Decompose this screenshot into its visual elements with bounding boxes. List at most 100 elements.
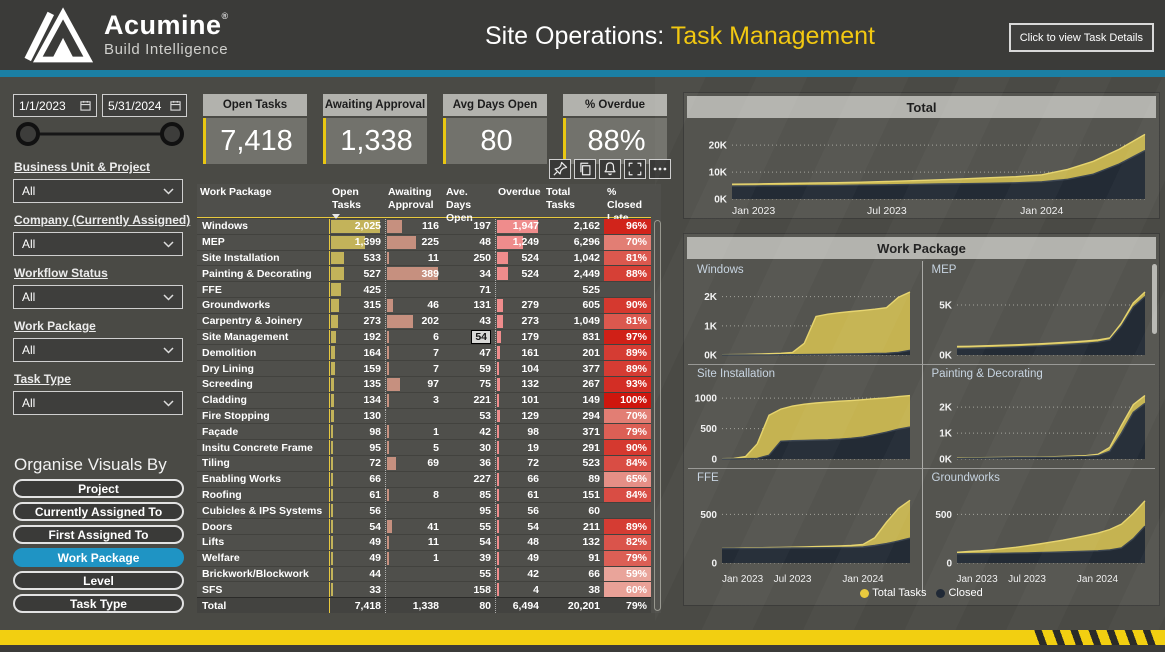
table-scrollbar[interactable] [654,220,661,611]
cell-overdue[interactable]: 72 [495,455,543,471]
cell-name[interactable]: Tiling [197,456,329,471]
cell-name[interactable]: Fire Stopping [197,409,329,424]
cell-total[interactable]: 211 [543,519,604,534]
cell-name[interactable]: Enabling Works [197,472,329,487]
cell-name[interactable]: Site Installation [197,251,329,266]
cell-pct[interactable]: 97% [604,329,651,345]
cell-total[interactable]: 377 [543,361,604,376]
cell-days[interactable]: 34 [443,266,495,281]
cell-pct[interactable] [604,503,651,518]
cell-pct[interactable]: 79% [604,550,651,566]
cell-open[interactable]: 33 [329,582,385,598]
date-from-input[interactable]: 1/1/2023 [13,94,97,117]
cell-open[interactable]: 44 [329,566,385,582]
legend-closed[interactable]: Closed [936,587,983,599]
table-row-fa-ade[interactable]: Façade 98 1 42 98 371 79% [197,423,651,440]
table-row-sfs[interactable]: SFS 33 158 4 38 60% [197,581,651,598]
wp-cell-site-installation[interactable]: Site Installation 0 500 1000 [688,364,922,468]
cell-name[interactable]: Screeding [197,377,329,392]
organise-button-currently-assigned-to[interactable]: Currently Assigned To [13,502,184,521]
cell-total[interactable]: 132 [543,535,604,550]
cell-overdue[interactable]: 101 [495,392,543,408]
cell-pct[interactable]: 60% [604,582,651,598]
cell-total[interactable]: 66 [543,567,604,582]
cell-pct[interactable]: 89% [604,345,651,361]
cell-total[interactable]: 294 [543,409,604,424]
cell-days[interactable]: 54 [443,329,495,345]
cell-days[interactable]: 48 [443,235,495,250]
cell-total[interactable]: 2,162 [543,219,604,234]
organise-button-work-package[interactable]: Work Package [13,548,184,567]
cell-total[interactable]: 151 [543,488,604,503]
cell-name[interactable]: Painting & Decorating [197,266,329,281]
cell-awaiting[interactable] [385,582,443,598]
cell-days[interactable]: 80 [443,598,495,613]
cell-open[interactable]: 315 [329,297,385,313]
cell-open[interactable]: 7,418 [329,598,385,613]
wp-cell-painting-decorating[interactable]: Painting & Decorating 0K 1K 2K [921,364,1155,468]
chart-ffe[interactable]: 0 500 [688,487,918,570]
cell-days[interactable]: 227 [443,472,495,487]
cell-open[interactable]: 2,025 [329,219,385,234]
legend-total-tasks[interactable]: Total Tasks [860,587,926,599]
cell-days[interactable]: 250 [443,251,495,266]
cell-open[interactable]: 61 [329,487,385,503]
cell-days[interactable]: 95 [443,503,495,518]
cell-days[interactable]: 47 [443,345,495,360]
cell-total[interactable]: 831 [543,330,604,345]
cell-overdue[interactable]: 98 [495,424,543,440]
wp-cell-windows[interactable]: Windows 0K 1K 2K [688,261,922,364]
cell-days[interactable]: 39 [443,551,495,566]
cell-open[interactable]: 164 [329,345,385,361]
cell-days[interactable]: 71 [443,282,495,297]
cell-name[interactable]: Façade [197,424,329,439]
cell-overdue[interactable]: 48 [495,534,543,550]
filter-select-task-type[interactable]: All [13,391,183,415]
cell-total[interactable]: 201 [543,345,604,360]
cell-name[interactable]: Doors [197,519,329,534]
cell-awaiting[interactable]: 5 [385,440,443,455]
column-header-overdue[interactable]: Overdue [498,186,541,198]
table-row-screeding[interactable]: Screeding 135 97 75 132 267 93% [197,375,651,392]
cell-overdue[interactable]: 1,249 [495,234,543,250]
table-row-insitu-concrete-frame[interactable]: Insitu Concrete Frame 95 5 30 19 291 90% [197,439,651,455]
filter-select-company-currently-assigned[interactable]: All [13,232,183,256]
cell-open[interactable]: 54 [329,519,385,534]
wp-cell-mep[interactable]: MEP 0K 5K [921,261,1156,364]
organise-button-project[interactable]: Project [13,479,184,498]
cell-open[interactable]: 533 [329,250,385,266]
cell-overdue[interactable]: 524 [495,266,543,282]
table-row-groundworks[interactable]: Groundworks 315 46 131 279 605 90% [197,296,651,313]
table-row-brickwork-blockwork[interactable]: Brickwork/Blockwork 44 55 42 66 59% [197,565,651,582]
table-row-site-installation[interactable]: Site Installation 533 11 250 524 1,042 81% [197,249,651,266]
cell-open[interactable]: 527 [329,266,385,282]
chart-windows[interactable]: 0K 1K 2K [688,279,918,362]
cell-overdue[interactable]: 42 [495,566,543,582]
cell-awaiting[interactable]: 225 [385,234,443,250]
cell-days[interactable]: 55 [443,519,495,534]
column-header-pct[interactable]: % Closed Late [607,186,643,224]
organise-button-task-type[interactable]: Task Type [13,594,184,613]
cell-awaiting[interactable]: 116 [385,219,443,234]
cell-pct[interactable]: 84% [604,487,651,503]
cell-days[interactable]: 53 [443,409,495,424]
chart-total[interactable]: 0K 10K 20K Jan 2023 Jul 2023 Jan 2024 [688,121,1153,217]
table-row-demolition[interactable]: Demolition 164 7 47 161 201 89% [197,344,651,361]
cell-awaiting[interactable] [385,503,443,519]
cell-days[interactable]: 75 [443,377,495,392]
table-row-fire-stopping[interactable]: Fire Stopping 130 53 129 294 70% [197,407,651,424]
copy-icon[interactable] [574,159,596,179]
wp-cell-ffe[interactable]: FFE 0 500 Jan 2023 Jul 2023 Jan 2024 [688,468,922,592]
cell-open[interactable]: 273 [329,313,385,329]
cell-total[interactable]: 605 [543,298,604,313]
more-icon[interactable] [649,159,671,179]
cell-overdue[interactable]: 179 [495,329,543,345]
column-header-total[interactable]: Total Tasks [546,186,575,212]
table-row-ffe[interactable]: FFE 425 71 525 [197,281,651,297]
cell-total[interactable]: 38 [543,582,604,597]
column-header-name[interactable]: Work Package [200,186,272,198]
cell-open[interactable]: 49 [329,534,385,550]
cell-pct[interactable]: 88% [604,266,651,282]
cell-total[interactable]: 267 [543,377,604,392]
organise-button-level[interactable]: Level [13,571,184,590]
